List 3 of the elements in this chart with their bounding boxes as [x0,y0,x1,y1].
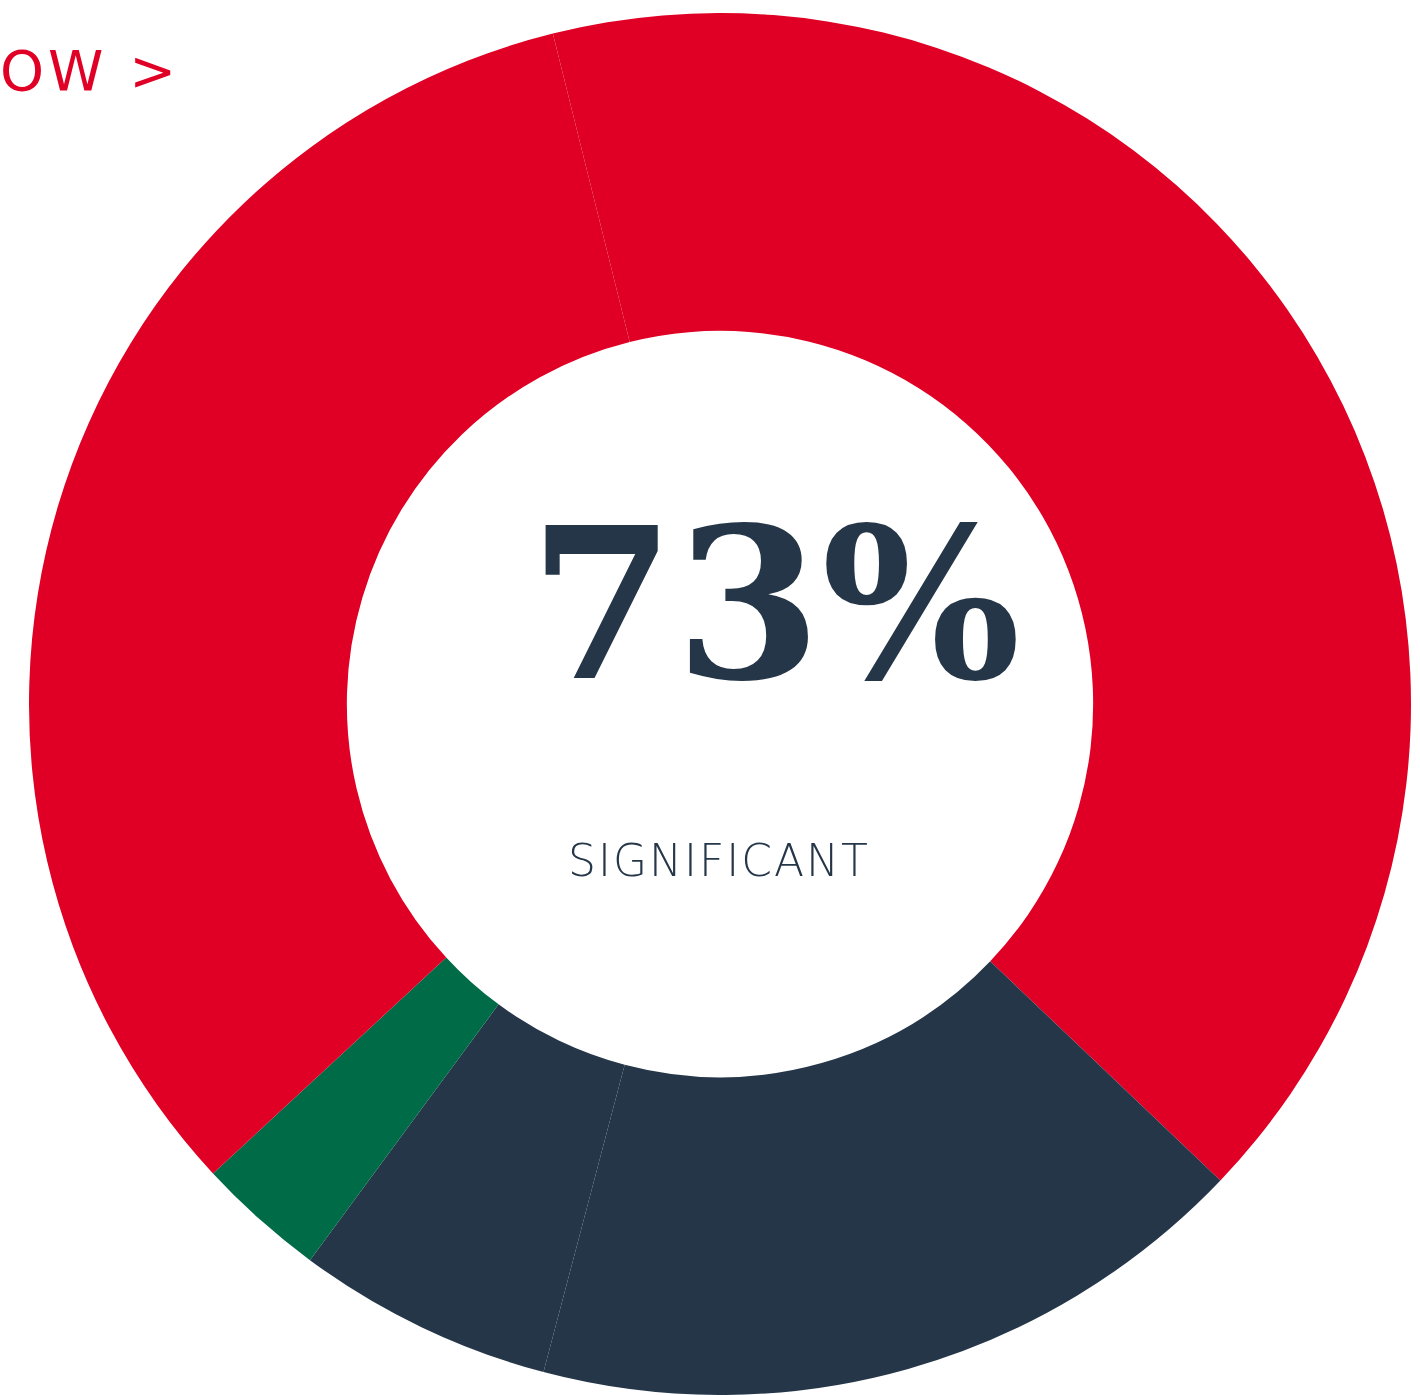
text: SIGNIFICANT [567,835,871,886]
text: OW > [0,38,181,103]
text: 73% [528,481,1022,728]
